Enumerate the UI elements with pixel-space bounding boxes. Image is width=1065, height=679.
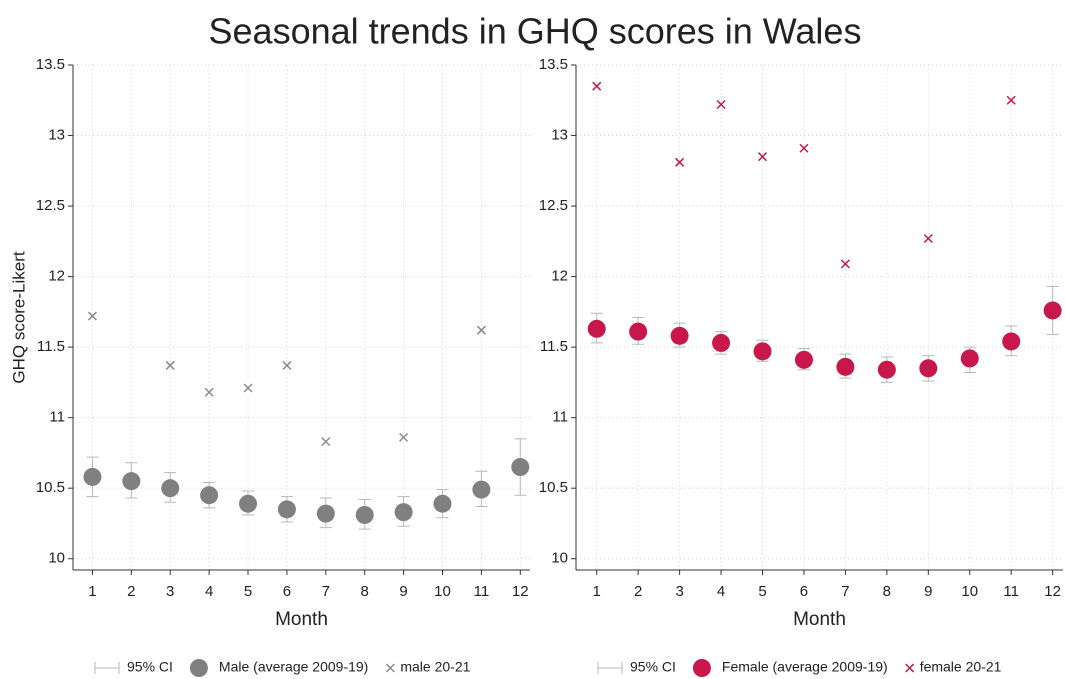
x-tick-label: 11 xyxy=(474,583,490,600)
legend-label: 95% CI xyxy=(630,659,676,675)
cross-point xyxy=(1006,95,1016,105)
point xyxy=(877,360,896,379)
x-tick-label: 4 xyxy=(717,583,725,600)
x-tick-label: 12 xyxy=(1044,583,1061,600)
cross-point xyxy=(204,387,214,397)
point xyxy=(277,500,296,519)
legend-symbol xyxy=(94,662,120,674)
legend-label: male 20-21 xyxy=(400,659,470,675)
x-tick-label: 10 xyxy=(961,583,978,600)
cross-point xyxy=(840,259,850,269)
point xyxy=(83,467,102,486)
y-tick-label: 12 xyxy=(48,268,65,285)
x-tick-label: 1 xyxy=(593,583,601,600)
point xyxy=(587,319,606,338)
point xyxy=(960,349,979,368)
point xyxy=(394,503,413,522)
x-tick-label: 2 xyxy=(127,583,135,600)
y-tick-label: 10.5 xyxy=(539,479,568,496)
y-tick-label: 11 xyxy=(552,409,568,426)
y-tick-label: 10 xyxy=(48,550,65,567)
point xyxy=(1043,301,1062,320)
cross-point xyxy=(165,360,175,370)
x-axis-label: Month xyxy=(275,609,328,630)
x-tick-label: 10 xyxy=(434,583,451,600)
x-tick-label: 4 xyxy=(205,583,213,600)
point xyxy=(316,504,335,523)
point xyxy=(753,342,772,361)
point xyxy=(239,494,258,513)
legend-symbol xyxy=(189,659,208,677)
y-tick-label: 13 xyxy=(48,126,65,143)
x-axis-label: Month xyxy=(793,609,846,630)
legend-label: female 20-21 xyxy=(920,659,1002,675)
y-tick-label: 12.5 xyxy=(36,197,65,214)
cross-point xyxy=(476,325,486,335)
y-tick-label: 11 xyxy=(49,409,65,426)
y-axis-label: GHQ score-Likert xyxy=(9,251,28,384)
legend-symbol xyxy=(385,663,395,673)
cross-point xyxy=(675,157,685,167)
cross-point xyxy=(282,360,292,370)
point xyxy=(122,472,141,491)
x-tick-label: 3 xyxy=(166,583,174,600)
cross-point xyxy=(716,99,726,110)
x-tick-label: 1 xyxy=(88,583,96,600)
cross-point xyxy=(321,437,331,447)
y-tick-label: 10 xyxy=(551,550,568,567)
point xyxy=(836,357,855,376)
point xyxy=(511,458,530,477)
y-tick-label: 12.5 xyxy=(539,197,568,214)
point xyxy=(472,480,491,499)
y-tick-label: 10.5 xyxy=(36,479,65,496)
point xyxy=(161,479,180,498)
x-tick-label: 5 xyxy=(244,583,252,600)
cross-point xyxy=(592,81,602,91)
legend-label: 95% CI xyxy=(127,659,173,675)
y-tick-label: 11.5 xyxy=(37,338,65,355)
x-tick-label: 5 xyxy=(758,583,766,600)
legend-symbol xyxy=(692,659,711,677)
point xyxy=(1002,332,1021,351)
x-tick-label: 8 xyxy=(883,583,891,600)
cross-point xyxy=(923,233,933,244)
legend-label: Female (average 2009-19) xyxy=(722,659,888,675)
cross-point xyxy=(243,383,253,393)
point xyxy=(919,359,938,378)
point xyxy=(670,326,689,345)
x-tick-label: 9 xyxy=(399,583,407,600)
point xyxy=(200,486,219,505)
cross-point xyxy=(757,152,768,162)
x-tick-label: 11 xyxy=(1003,583,1019,600)
x-tick-label: 3 xyxy=(675,583,683,600)
x-tick-label: 7 xyxy=(322,583,330,600)
x-tick-label: 2 xyxy=(634,583,642,600)
point xyxy=(794,350,813,369)
y-tick-label: 13 xyxy=(551,126,568,143)
point xyxy=(355,505,374,524)
cross-point xyxy=(799,143,809,153)
legend-symbol xyxy=(597,662,623,674)
y-tick-label: 13.5 xyxy=(539,56,568,73)
point xyxy=(433,494,452,513)
legend-label: Male (average 2009-19) xyxy=(219,659,368,675)
cross-point xyxy=(399,432,409,442)
x-tick-label: 12 xyxy=(512,583,529,600)
x-tick-label: 8 xyxy=(361,583,369,600)
y-tick-label: 11.5 xyxy=(540,338,568,355)
cross-point xyxy=(87,311,97,321)
y-tick-label: 12 xyxy=(551,268,568,285)
chart-title: Seasonal trends in GHQ scores in Wales xyxy=(209,11,862,52)
point xyxy=(712,333,731,352)
x-tick-label: 6 xyxy=(800,583,808,600)
y-tick-label: 13.5 xyxy=(36,56,65,73)
x-tick-label: 6 xyxy=(283,583,291,600)
point xyxy=(629,322,648,341)
x-tick-label: 7 xyxy=(841,583,849,600)
legend-symbol xyxy=(905,663,915,673)
x-tick-label: 9 xyxy=(924,583,932,600)
